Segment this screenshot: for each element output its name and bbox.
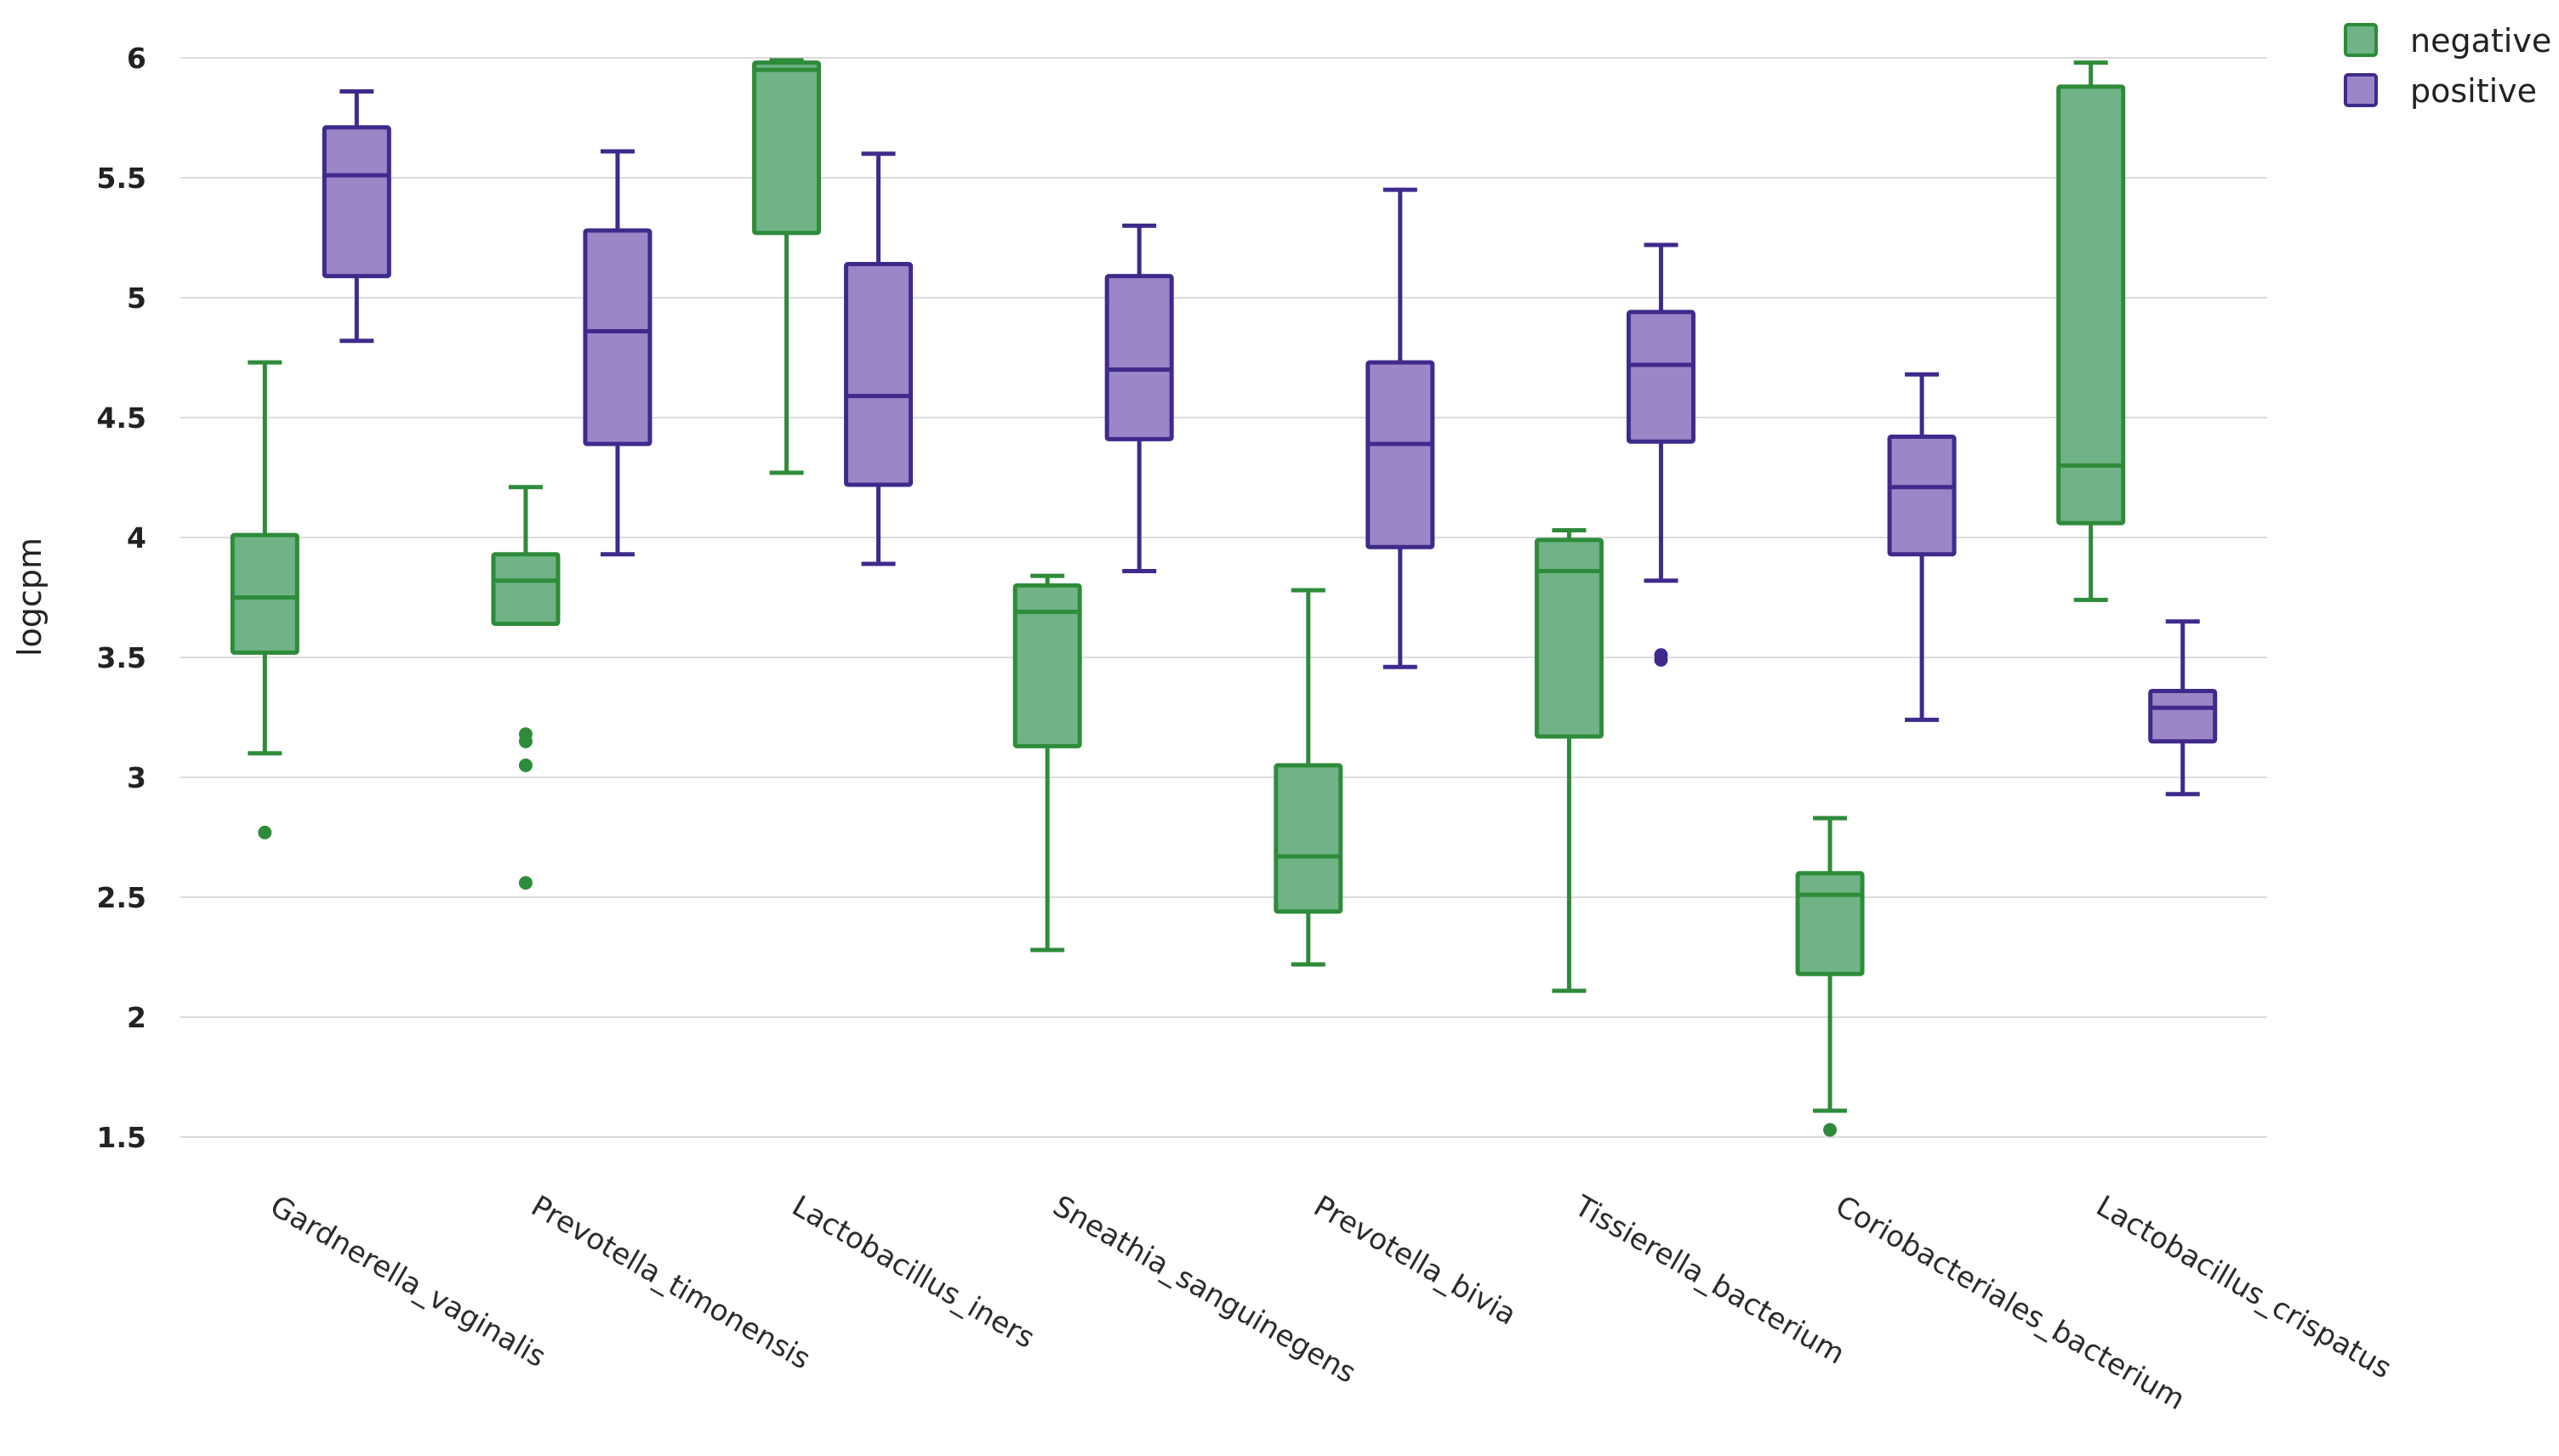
outlier-point <box>518 876 533 890</box>
y-tick-label: 3.5 <box>97 641 146 674</box>
outlier-point <box>1823 1123 1838 1137</box>
gridlines <box>180 57 2267 1138</box>
box-negative-Lactobacillus_iners <box>752 58 822 475</box>
box-iqr <box>1534 537 1604 739</box>
x-category-label: Prevotella_timonensis <box>525 1189 816 1376</box>
y-tick-label: 5.5 <box>97 162 146 195</box>
box-negative-Prevotella_timonensis <box>491 485 561 890</box>
x-axis-category-labels: Gardnerella_vaginalisPrevotella_timonens… <box>265 1189 2397 1418</box>
y-tick-label: 6 <box>127 42 146 75</box>
box-iqr <box>491 552 561 627</box>
box-negative-Sneathia_sanguinegens <box>1012 573 1082 953</box>
box-iqr <box>230 532 299 655</box>
x-category-label: Prevotella_bivia <box>1308 1189 1522 1332</box>
box-iqr <box>1104 274 1174 441</box>
y-tick-label: 3 <box>127 761 146 794</box>
legend-label-positive[interactable]: positive <box>2410 72 2537 110</box>
y-tick-label: 4.5 <box>97 401 146 435</box>
x-category-label: Tissierella_bacterium <box>1568 1189 1850 1372</box>
box-negative-Tissierella_bacterium <box>1534 528 1604 993</box>
box-positive-Lactobacillus_iners <box>844 151 914 566</box>
box-negative-Gardnerella_vaginalis <box>230 360 299 839</box>
y-axis-ticks: 1.5 2 2.5 3 3.5 4 4.5 5 5.5 6 <box>97 42 146 1154</box>
box-positive-Prevotella_bivia <box>1365 187 1435 669</box>
y-tick-label: 2 <box>127 1001 146 1034</box>
box-iqr <box>2056 84 2126 526</box>
x-category-label: Lactobacillus_iners <box>786 1189 1040 1356</box>
legend[interactable]: negative positive <box>2344 22 2551 110</box>
outlier-point <box>1654 652 1668 667</box>
box-positive-Tissierella_bacterium <box>1626 242 1696 667</box>
box-iqr <box>1887 435 1957 557</box>
box-series <box>230 58 2218 1137</box>
y-axis-title: logcpm <box>11 537 48 657</box>
box-positive-Lactobacillus_crispatus <box>2148 619 2218 797</box>
outlier-point <box>258 825 272 839</box>
outlier-point <box>518 758 533 772</box>
box-iqr <box>752 60 822 236</box>
legend-swatch-positive[interactable] <box>2344 73 2378 107</box>
y-tick-label: 4 <box>127 521 146 555</box>
box-iqr <box>844 262 914 487</box>
box-negative-Coriobacteriales_bacterium <box>1795 816 1865 1137</box>
box-positive-Prevotella_timonensis <box>583 149 653 557</box>
x-category-label: Gardnerella_vaginalis <box>265 1189 551 1374</box>
box-positive-Sneathia_sanguinegens <box>1104 223 1174 573</box>
box-negative-Lactobacillus_crispatus <box>2056 60 2126 602</box>
box-iqr <box>583 228 653 446</box>
box-iqr <box>1626 310 1696 444</box>
outlier-point <box>518 734 533 748</box>
box-iqr <box>2148 688 2218 744</box>
y-tick-label: 5 <box>127 282 146 315</box>
box-positive-Gardnerella_vaginalis <box>322 88 391 344</box>
box-iqr <box>1274 763 1343 914</box>
legend-label-negative[interactable]: negative <box>2410 22 2551 60</box>
box-iqr <box>1365 360 1435 549</box>
box-iqr <box>322 125 391 279</box>
box-negative-Prevotella_bivia <box>1274 588 1343 967</box>
box-positive-Coriobacteriales_bacterium <box>1887 372 1957 722</box>
y-tick-label: 2.5 <box>97 881 146 914</box>
box-iqr <box>1795 871 1865 976</box>
legend-swatch-negative[interactable] <box>2344 23 2378 57</box>
box-iqr <box>1012 583 1082 748</box>
y-tick-label: 1.5 <box>97 1121 146 1154</box>
